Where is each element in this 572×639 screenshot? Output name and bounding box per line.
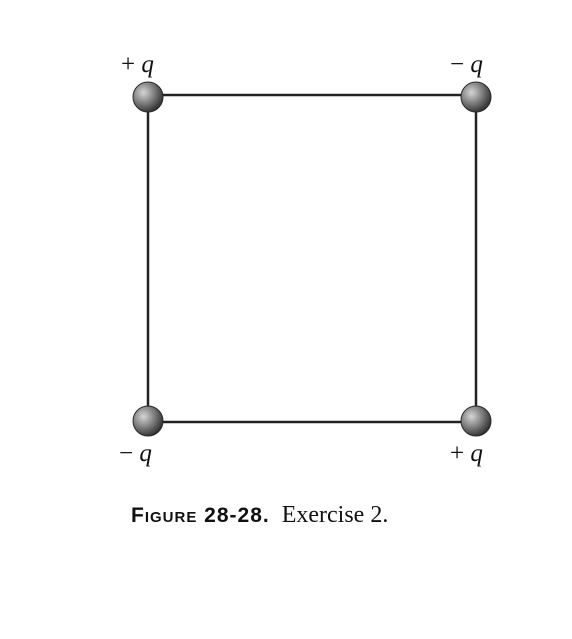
charge-sphere-bottom-left bbox=[132, 405, 164, 437]
charge-sphere-top-left bbox=[132, 81, 164, 113]
charge-symbol: q bbox=[470, 51, 483, 78]
caption-text: Exercise 2. bbox=[281, 502, 389, 528]
charge-sphere-top-right bbox=[460, 81, 492, 113]
charge-sign: − bbox=[119, 440, 134, 467]
figure-number: Figure 28-28. bbox=[131, 504, 270, 527]
charge-sign: − bbox=[450, 51, 465, 78]
figure-caption: Figure 28-28. Exercise 2. bbox=[131, 503, 388, 527]
charge-label-bottom-left: − q bbox=[119, 441, 152, 466]
charge-sign: + bbox=[121, 51, 136, 78]
charge-label-top-right: − q bbox=[450, 52, 483, 77]
charge-symbol: q bbox=[141, 51, 154, 78]
charge-sign: + bbox=[450, 440, 465, 467]
charge-label-bottom-right: + q bbox=[450, 441, 483, 466]
charge-sphere-bottom-right bbox=[460, 405, 492, 437]
charge-symbol: q bbox=[139, 440, 152, 467]
charge-symbol: q bbox=[470, 440, 483, 467]
charge-label-top-left: + q bbox=[121, 52, 154, 77]
